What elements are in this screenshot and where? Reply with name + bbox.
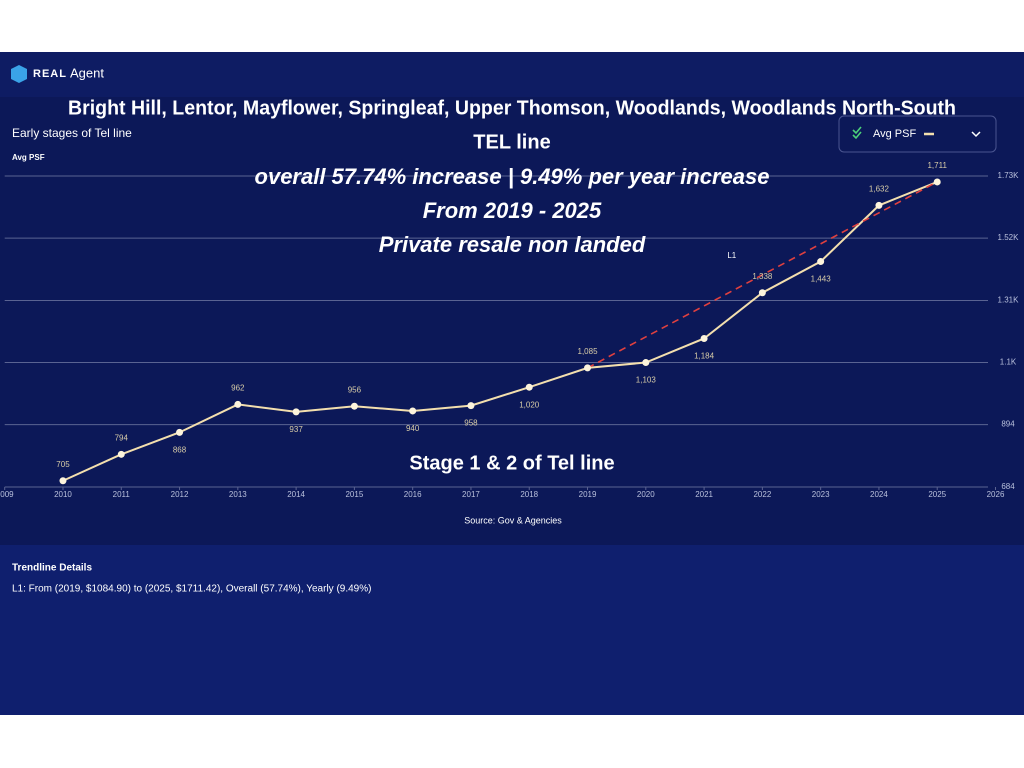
x-tick-label: 2018 — [520, 490, 538, 499]
y-tick-label: 1.31K — [998, 296, 1020, 305]
x-tick-label: 2024 — [870, 490, 888, 499]
details-text: L1: From (2019, $1084.90) to (2025, $171… — [12, 584, 371, 595]
trendline — [587, 181, 938, 369]
data-label: 794 — [115, 433, 129, 442]
data-point — [933, 178, 941, 186]
overlay-text: From 2019 - 2025 — [423, 198, 602, 223]
y-tick-label: 1.1K — [1000, 358, 1017, 367]
data-point — [758, 289, 766, 297]
data-point — [117, 450, 125, 458]
dropdown-chevron[interactable] — [971, 131, 981, 138]
x-tick-label: 2017 — [462, 490, 480, 499]
x-tick-label: 2014 — [287, 490, 305, 499]
x-tick-label: 2016 — [404, 490, 422, 499]
data-point — [409, 407, 417, 415]
source: Source: Gov & Agencies — [464, 515, 562, 525]
legend-label[interactable]: Avg PSF — [873, 128, 916, 140]
x-tick-label: 2021 — [695, 490, 713, 499]
data-point — [700, 334, 708, 342]
data-point — [642, 359, 650, 367]
x-tick-label: 2020 — [637, 490, 655, 499]
overlay-title: TEL line — [473, 131, 550, 153]
logo-text[interactable]: Agent — [70, 65, 104, 80]
plot: 684 894 1.1K 1.31K 1.52K 1.73K 2009 2010 2011 201… — [0, 161, 1019, 499]
logo-icon — [11, 65, 27, 83]
data-line — [62, 181, 938, 482]
data-point — [467, 402, 475, 410]
x-tick-label: 2012 — [171, 490, 189, 499]
legend[interactable] — [838, 115, 997, 153]
data-point — [817, 258, 825, 266]
data-label: 958 — [464, 419, 478, 428]
x-tick-label: 2015 — [345, 490, 363, 499]
top-bar — [0, 52, 1024, 97]
overlay-title: Bright Hill, Lentor, Mayflower, Springle… — [68, 97, 956, 119]
x-tick-label: 2025 — [928, 490, 946, 499]
x-tick-label: 2013 — [229, 490, 247, 499]
x-tick-label: 2026 — [987, 490, 1005, 499]
data-label: 940 — [406, 424, 420, 433]
data-label: 1,184 — [694, 352, 715, 361]
details-title: Trendline Details — [12, 563, 92, 574]
data-label: 1,632 — [869, 185, 890, 194]
logo-text[interactable]: REAL — [33, 68, 67, 80]
trendline-label: L1 — [727, 251, 736, 260]
data-point — [875, 201, 883, 209]
details-panel — [0, 545, 1024, 715]
data-label: 705 — [56, 460, 70, 469]
data-point — [59, 477, 67, 485]
y-tick-label: 1.52K — [998, 233, 1020, 242]
x-tick-label: 2009 — [0, 490, 14, 499]
data-label: 1,085 — [578, 347, 599, 356]
x-tick-label: 2019 — [579, 490, 597, 499]
check-icon — [852, 126, 862, 140]
x-tick-label: 2011 — [113, 490, 131, 499]
x-tick-label: 2023 — [812, 490, 830, 499]
chart-subtitle: Early stages of Tel line — [12, 126, 132, 140]
data-label: 1,020 — [519, 400, 540, 409]
data-point — [176, 428, 184, 436]
data-label: 1,103 — [636, 376, 657, 385]
data-label: 1,338 — [752, 272, 773, 281]
overlay-text: Private resale non landed — [379, 232, 646, 257]
x-tick-label: 2022 — [753, 490, 771, 499]
data-label: 962 — [231, 384, 245, 393]
data-point — [525, 383, 533, 391]
y-axis-label: Avg PSF — [12, 153, 45, 162]
data-point — [350, 402, 358, 410]
overlay-text: overall 57.74% increase | 9.49% per year… — [255, 164, 770, 189]
data-label: 956 — [348, 385, 362, 394]
y-tick-label: 894 — [1001, 420, 1015, 429]
x-tick-label: 2010 — [54, 490, 72, 499]
data-label: 937 — [289, 425, 303, 434]
data-point — [234, 400, 242, 408]
data-label: 1,711 — [927, 161, 947, 170]
data-label: 1,443 — [811, 275, 832, 284]
data-label: 868 — [173, 445, 187, 454]
data-point — [584, 364, 592, 372]
y-tick-label: 1.73K — [998, 171, 1020, 180]
data-point — [292, 408, 300, 416]
y-tick-label: 684 — [1001, 482, 1015, 491]
overlay-annotation: Stage 1 & 2 of Tel line — [409, 452, 614, 474]
